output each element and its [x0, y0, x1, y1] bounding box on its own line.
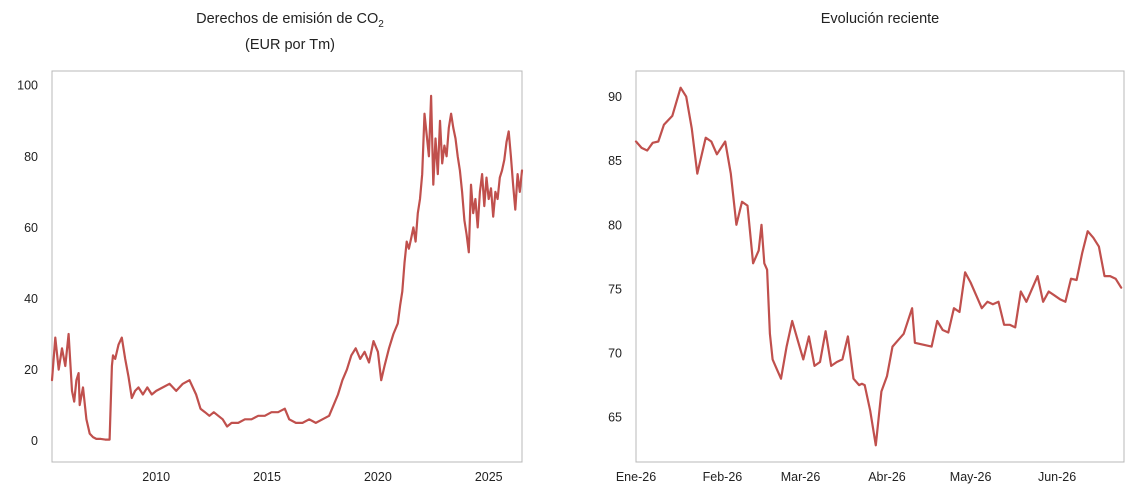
- plot-frame: [635, 70, 1125, 463]
- y-tick-label: 90: [608, 90, 622, 104]
- x-tick-label: Feb-26: [703, 470, 743, 484]
- x-tick-label: 2020: [364, 470, 392, 484]
- y-tick-label: 60: [24, 221, 38, 235]
- y-tick-label: 70: [608, 347, 622, 361]
- y-tick-label: 0: [31, 434, 38, 448]
- y-tick-label: 85: [608, 154, 622, 168]
- chart-panel-recent: Evolución reciente 65 70 75 80 85 90 Ene-26 Feb…: [570, 0, 1129, 486]
- x-tick-label: 2010: [142, 470, 170, 484]
- series-line: [50, 94, 524, 441]
- chart-subtitle: (EUR por Tm): [245, 36, 335, 53]
- plot-frame: [51, 70, 523, 463]
- x-tick-label: Mar-26: [781, 470, 821, 484]
- x-tick-label: 2015: [253, 470, 281, 484]
- chart-svg-recent: 65 70 75 80 85 90 Ene-26 Feb-26 Mar-26 Abr-26 May-…: [608, 70, 1125, 484]
- y-tick-label: 80: [608, 218, 622, 232]
- series-line: [634, 86, 1123, 447]
- y-tick-label: 100: [17, 79, 38, 93]
- x-tick-label: Jun-26: [1038, 470, 1076, 484]
- y-tick-label: 20: [24, 363, 38, 377]
- chart-title-line1: Derechos de emisión de CO: [196, 11, 379, 27]
- x-tick-label: Ene-26: [616, 470, 656, 484]
- chart-title-text: Evolución reciente: [820, 11, 940, 27]
- y-tick-label: 80: [24, 150, 38, 164]
- x-tick-label: 2025: [475, 470, 503, 484]
- y-tick-label: 65: [608, 411, 622, 425]
- x-tick-label: Abr-26: [868, 470, 906, 484]
- y-tick-label: 75: [608, 282, 622, 296]
- chart-panel-emissions: Derechos de emisión de CO2 (EUR por Tm) …: [0, 0, 540, 486]
- chart-svg-emissions: 0 20 40 60 80 100 2010 2015 2020 2025: [17, 70, 524, 484]
- chart-title: Evolución reciente: [670, 9, 1090, 29]
- chart-title: Derechos de emisión de CO2 (EUR por Tm): [80, 9, 500, 55]
- chart-title-subscript: 2: [378, 18, 384, 30]
- x-tick-label: May-26: [950, 470, 992, 484]
- y-tick-label: 40: [24, 292, 38, 306]
